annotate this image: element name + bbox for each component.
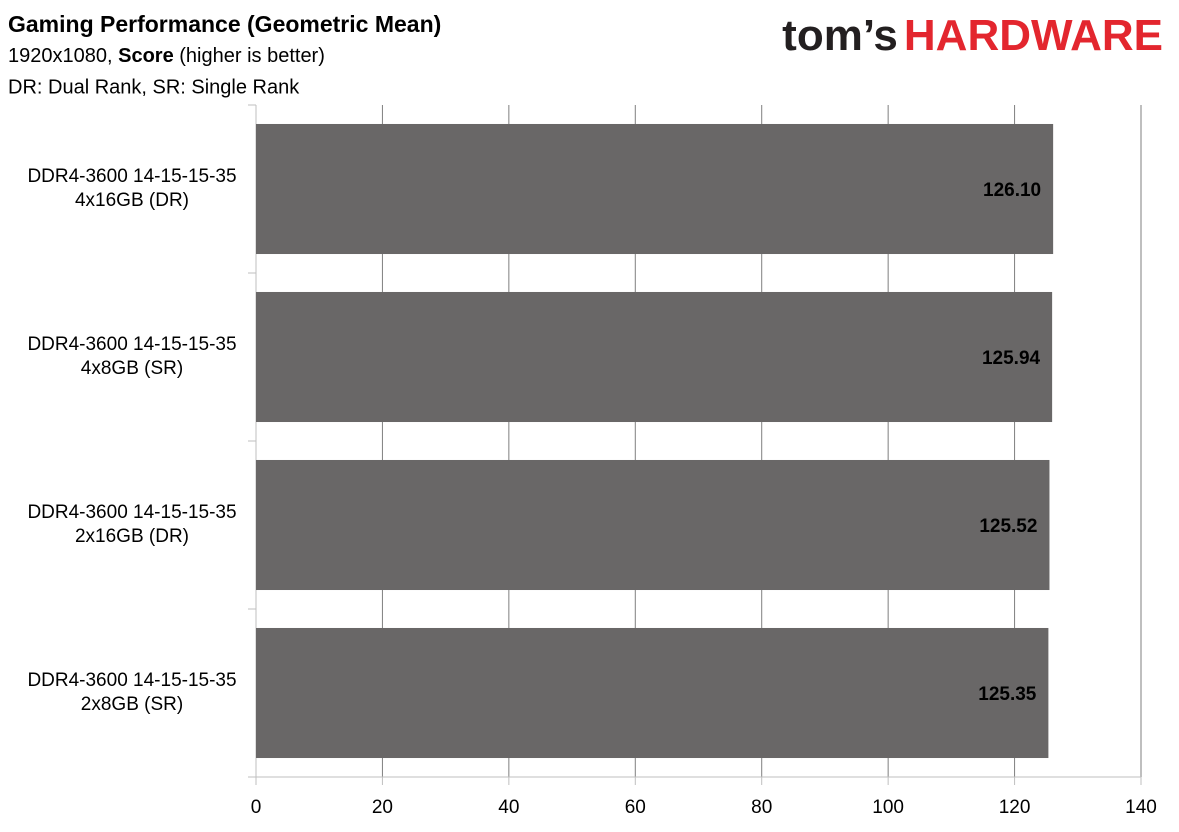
subtitle-prefix: 1920x1080,: [8, 45, 113, 67]
x-tick-label: 40: [498, 797, 519, 818]
y-tick-label-line: 2x8GB (SR): [81, 694, 183, 715]
bar: [256, 291, 1053, 423]
x-tick-label: 60: [625, 797, 646, 818]
y-tick-label: DDR4-3600 14-15-15-35 4x8GB (SR): [27, 334, 236, 379]
y-tick-label-line: 4x16GB (DR): [75, 190, 189, 211]
chart-subtitle: 1920x1080, Score (higher is better): [8, 45, 325, 67]
value-label: 125.35: [978, 684, 1037, 705]
y-tick-label: DDR4-3600 14-15-15-35 2x16GB (DR): [27, 502, 236, 547]
x-tick-label: 120: [999, 797, 1031, 818]
y-tick-label-line: 4x8GB (SR): [81, 358, 183, 379]
y-tick-label: DDR4-3600 14-15-15-35 2x8GB (SR): [27, 670, 236, 715]
logo: tom’s HARDWARE: [782, 11, 1163, 60]
y-tick-label-line: 2x16GB (DR): [75, 526, 189, 547]
x-tick-label: 100: [872, 797, 904, 818]
chart-note: DR: Dual Rank, SR: Single Rank: [8, 76, 300, 98]
y-tick-label-line: DDR4-3600 14-15-15-35: [27, 334, 236, 355]
subtitle-suffix: (higher is better): [179, 45, 325, 67]
y-tick-label-line: DDR4-3600 14-15-15-35: [27, 166, 236, 187]
subtitle-emphasis: Score: [118, 45, 174, 67]
y-tick-label-line: DDR4-3600 14-15-15-35: [27, 670, 236, 691]
chart-title: Gaming Performance (Geometric Mean): [8, 11, 441, 37]
y-tick-label: DDR4-3600 14-15-15-35 4x16GB (DR): [27, 166, 236, 211]
x-tick-label: 20: [372, 797, 393, 818]
bar: [256, 459, 1050, 591]
x-tick-label: 140: [1125, 797, 1157, 818]
x-tick-label: 0: [251, 797, 262, 818]
x-tick-label: 80: [751, 797, 772, 818]
logo-name: HARDWARE: [904, 11, 1163, 60]
bar: [256, 123, 1054, 255]
logo-prefix: tom’s: [782, 11, 898, 60]
y-tick-label-line: DDR4-3600 14-15-15-35: [27, 502, 236, 523]
bar: [256, 627, 1049, 759]
value-label: 125.52: [979, 516, 1037, 537]
value-label: 126.10: [983, 180, 1041, 201]
value-label: 125.94: [982, 348, 1041, 369]
